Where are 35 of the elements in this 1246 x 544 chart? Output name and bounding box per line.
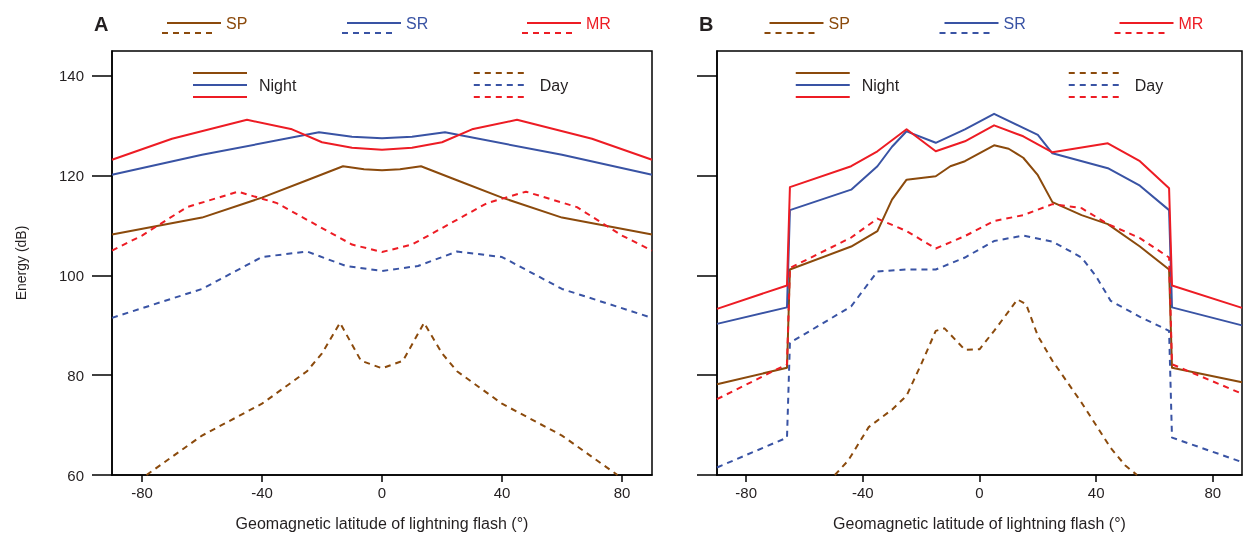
legend-label: SP	[828, 14, 850, 32]
legend-label: SR	[406, 14, 429, 32]
x-axis-title: Geomagnetic latitude of lightning flash (°)	[235, 514, 529, 532]
x-axis-title: Geomagnetic latitude of lightning flash (°)	[833, 514, 1126, 532]
y-tick-label: 120	[58, 167, 84, 185]
x-tick-label: 80	[1204, 484, 1222, 501]
annotation: Day	[539, 76, 569, 94]
x-tick-label: -80	[735, 484, 758, 501]
y-tick-label: 80	[67, 366, 84, 384]
chart-title: A	[94, 13, 109, 35]
x-tick-label: -80	[131, 484, 153, 501]
legend-label: SR	[1003, 14, 1026, 32]
y-axis-title: Energy (dB)	[13, 225, 29, 301]
legend-label: MR	[586, 14, 611, 32]
legend-label: SP	[226, 14, 248, 32]
legend-label: MR	[1178, 14, 1204, 32]
chart-title: B	[699, 13, 714, 35]
y-tick-label: 140	[58, 67, 84, 85]
x-tick-label: 40	[1087, 484, 1105, 501]
x-tick-label: 40	[493, 484, 511, 501]
line-series	[145, 321, 619, 476]
line-series	[111, 118, 653, 161]
annotation: Night	[861, 76, 900, 94]
line-series	[111, 190, 653, 254]
x-tick-label: 0	[975, 484, 984, 501]
y-tick-label: 60	[67, 466, 84, 484]
y-tick-label: 100	[58, 266, 84, 284]
x-tick-label: 0	[377, 484, 387, 501]
line-series	[111, 131, 653, 176]
line-series	[111, 165, 653, 236]
x-tick-label: -40	[851, 484, 874, 501]
x-tick-label: -40	[251, 484, 273, 501]
annotation: Day	[1134, 76, 1164, 94]
annotation: Night	[259, 76, 297, 94]
x-tick-label: 80	[613, 484, 631, 501]
